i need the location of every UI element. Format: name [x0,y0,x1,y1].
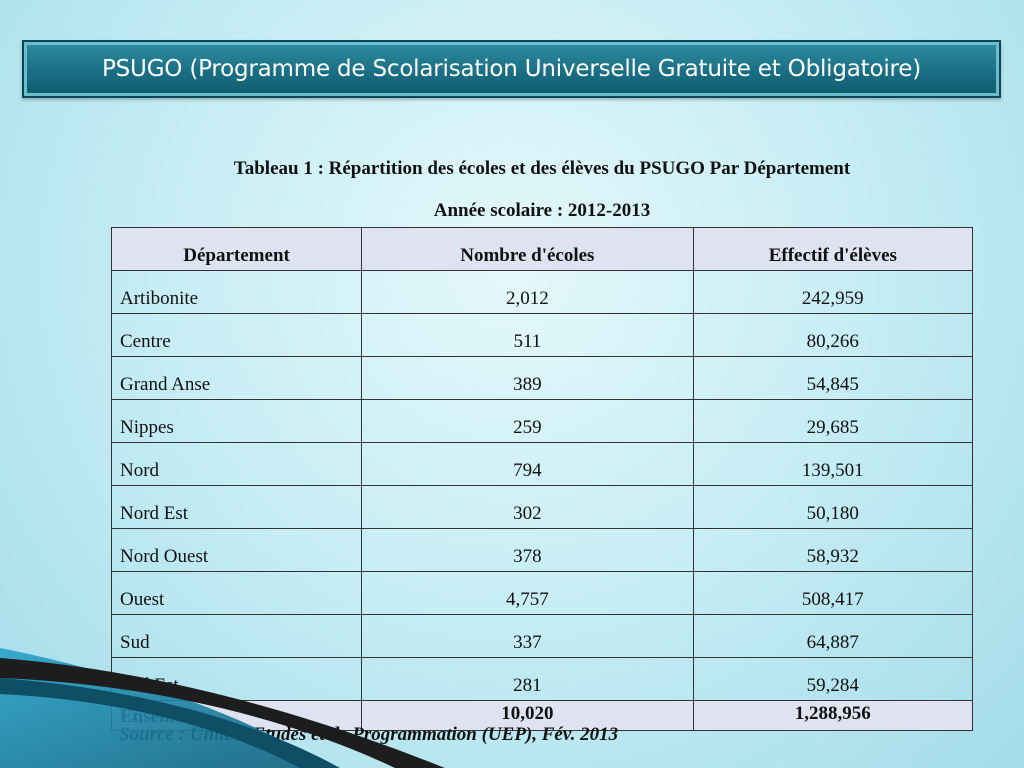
table-row: Sud Est 281 59,284 [110,657,974,701]
header-nombre-ecoles: Nombre d'écoles [361,227,694,271]
table-row: Nord 794 139,501 [110,442,974,486]
header-effectif-eleves: Effectif d'élèves [692,227,974,271]
cell-eleves: 54,845 [692,356,974,400]
cell-departement: Artibonite [110,270,363,314]
table-row: Nord Est 302 50,180 [110,485,974,529]
slide-title: PSUGO (Programme de Scolarisation Univer… [101,56,922,82]
cell-departement: Centre [110,313,363,357]
table-row: Nord Ouest 378 58,932 [110,528,974,572]
cell-eleves: 29,685 [692,399,974,443]
header-departement: Département [110,227,363,271]
cell-ecoles: 302 [361,485,694,529]
table-caption: Tableau 1 : Répartition des écoles et de… [233,158,851,179]
cell-departement: Nippes [110,399,363,443]
cell-eleves: 59,284 [692,657,974,701]
decorative-swoosh [0,648,445,768]
cell-ecoles: 511 [361,313,694,357]
schools-table: Département Nombre d'écoles Effectif d'é… [110,227,974,731]
swoosh-dark-band [0,658,445,768]
cell-eleves: 508,417 [692,571,974,615]
table-row: Artibonite 2,012 242,959 [110,270,974,314]
table-subcaption: Année scolaire : 2012-2013 [433,200,651,221]
cell-ecoles: 794 [361,442,694,486]
cell-eleves: 242,959 [692,270,974,314]
cell-departement: Grand Anse [110,356,363,400]
cell-ecoles: 2,012 [361,270,694,314]
table-row: Grand Anse 389 54,845 [110,356,974,400]
cell-eleves: 64,887 [692,614,974,658]
table-row: Centre 511 80,266 [110,313,974,357]
cell-departement: Nord [110,442,363,486]
table-header-row: Département Nombre d'écoles Effectif d'é… [110,227,974,271]
total-eleves: 1,288,956 [692,700,974,731]
slide-title-bar: PSUGO (Programme de Scolarisation Univer… [22,40,1001,98]
cell-ecoles: 259 [361,399,694,443]
cell-eleves: 139,501 [692,442,974,486]
cell-ecoles: 4,757 [361,571,694,615]
total-ecoles: 10,020 [361,700,694,731]
swoosh-inner-band [0,678,340,768]
cell-ecoles: 378 [361,528,694,572]
table-row: Nippes 259 29,685 [110,399,974,443]
cell-departement: Nord Est [110,485,363,529]
cell-departement: Sud [110,614,363,658]
cell-departement: Nord Ouest [110,528,363,572]
cell-eleves: 80,266 [692,313,974,357]
table-row: Ouest 4,757 508,417 [110,571,974,615]
cell-ecoles: 389 [361,356,694,400]
cell-eleves: 58,932 [692,528,974,572]
cell-eleves: 50,180 [692,485,974,529]
